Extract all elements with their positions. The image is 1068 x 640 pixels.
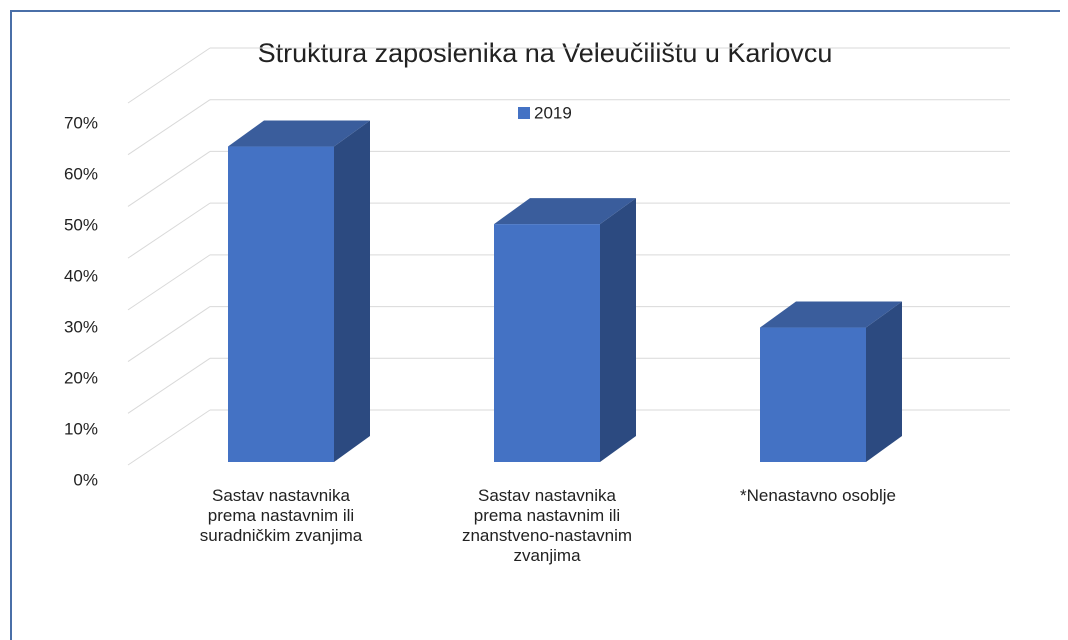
x-tick-label: Sastav nastavnika prema nastavnim ili su…	[199, 486, 363, 545]
y-tick-label: 0%	[73, 470, 98, 489]
grid-line	[127, 47, 211, 104]
bar	[228, 146, 334, 463]
y-tick-label: 30%	[64, 317, 98, 336]
y-tick-label: 10%	[64, 419, 98, 438]
grid-line	[127, 99, 211, 156]
grid-line	[127, 151, 211, 207]
bar-side	[334, 120, 370, 463]
bar-top	[228, 120, 370, 147]
y-tick-label: 40%	[64, 266, 98, 285]
y-tick-label: 60%	[64, 164, 98, 183]
chart-title: Struktura zaposlenika na Veleučilištu u …	[258, 38, 833, 68]
y-tick-label: 20%	[64, 368, 98, 387]
grid-line	[127, 409, 211, 466]
bar-side	[600, 198, 636, 462]
y-tick-label: 50%	[64, 215, 98, 234]
x-tick-label: Sastav nastavnika prema nastavnim ili zn…	[461, 486, 633, 565]
grid-line	[127, 202, 211, 259]
bar	[494, 224, 600, 462]
bar-top	[760, 301, 902, 328]
bar	[760, 327, 866, 462]
bar-top	[494, 198, 636, 225]
grid-line	[127, 254, 211, 311]
bar-side	[866, 301, 902, 462]
grid-line	[127, 357, 211, 414]
x-tick-label: *Nenastavno osoblje	[740, 486, 896, 505]
legend-label: 2019	[534, 103, 572, 122]
y-tick-label: 70%	[64, 113, 98, 132]
grid-line	[127, 306, 211, 362]
legend-swatch	[518, 107, 530, 119]
